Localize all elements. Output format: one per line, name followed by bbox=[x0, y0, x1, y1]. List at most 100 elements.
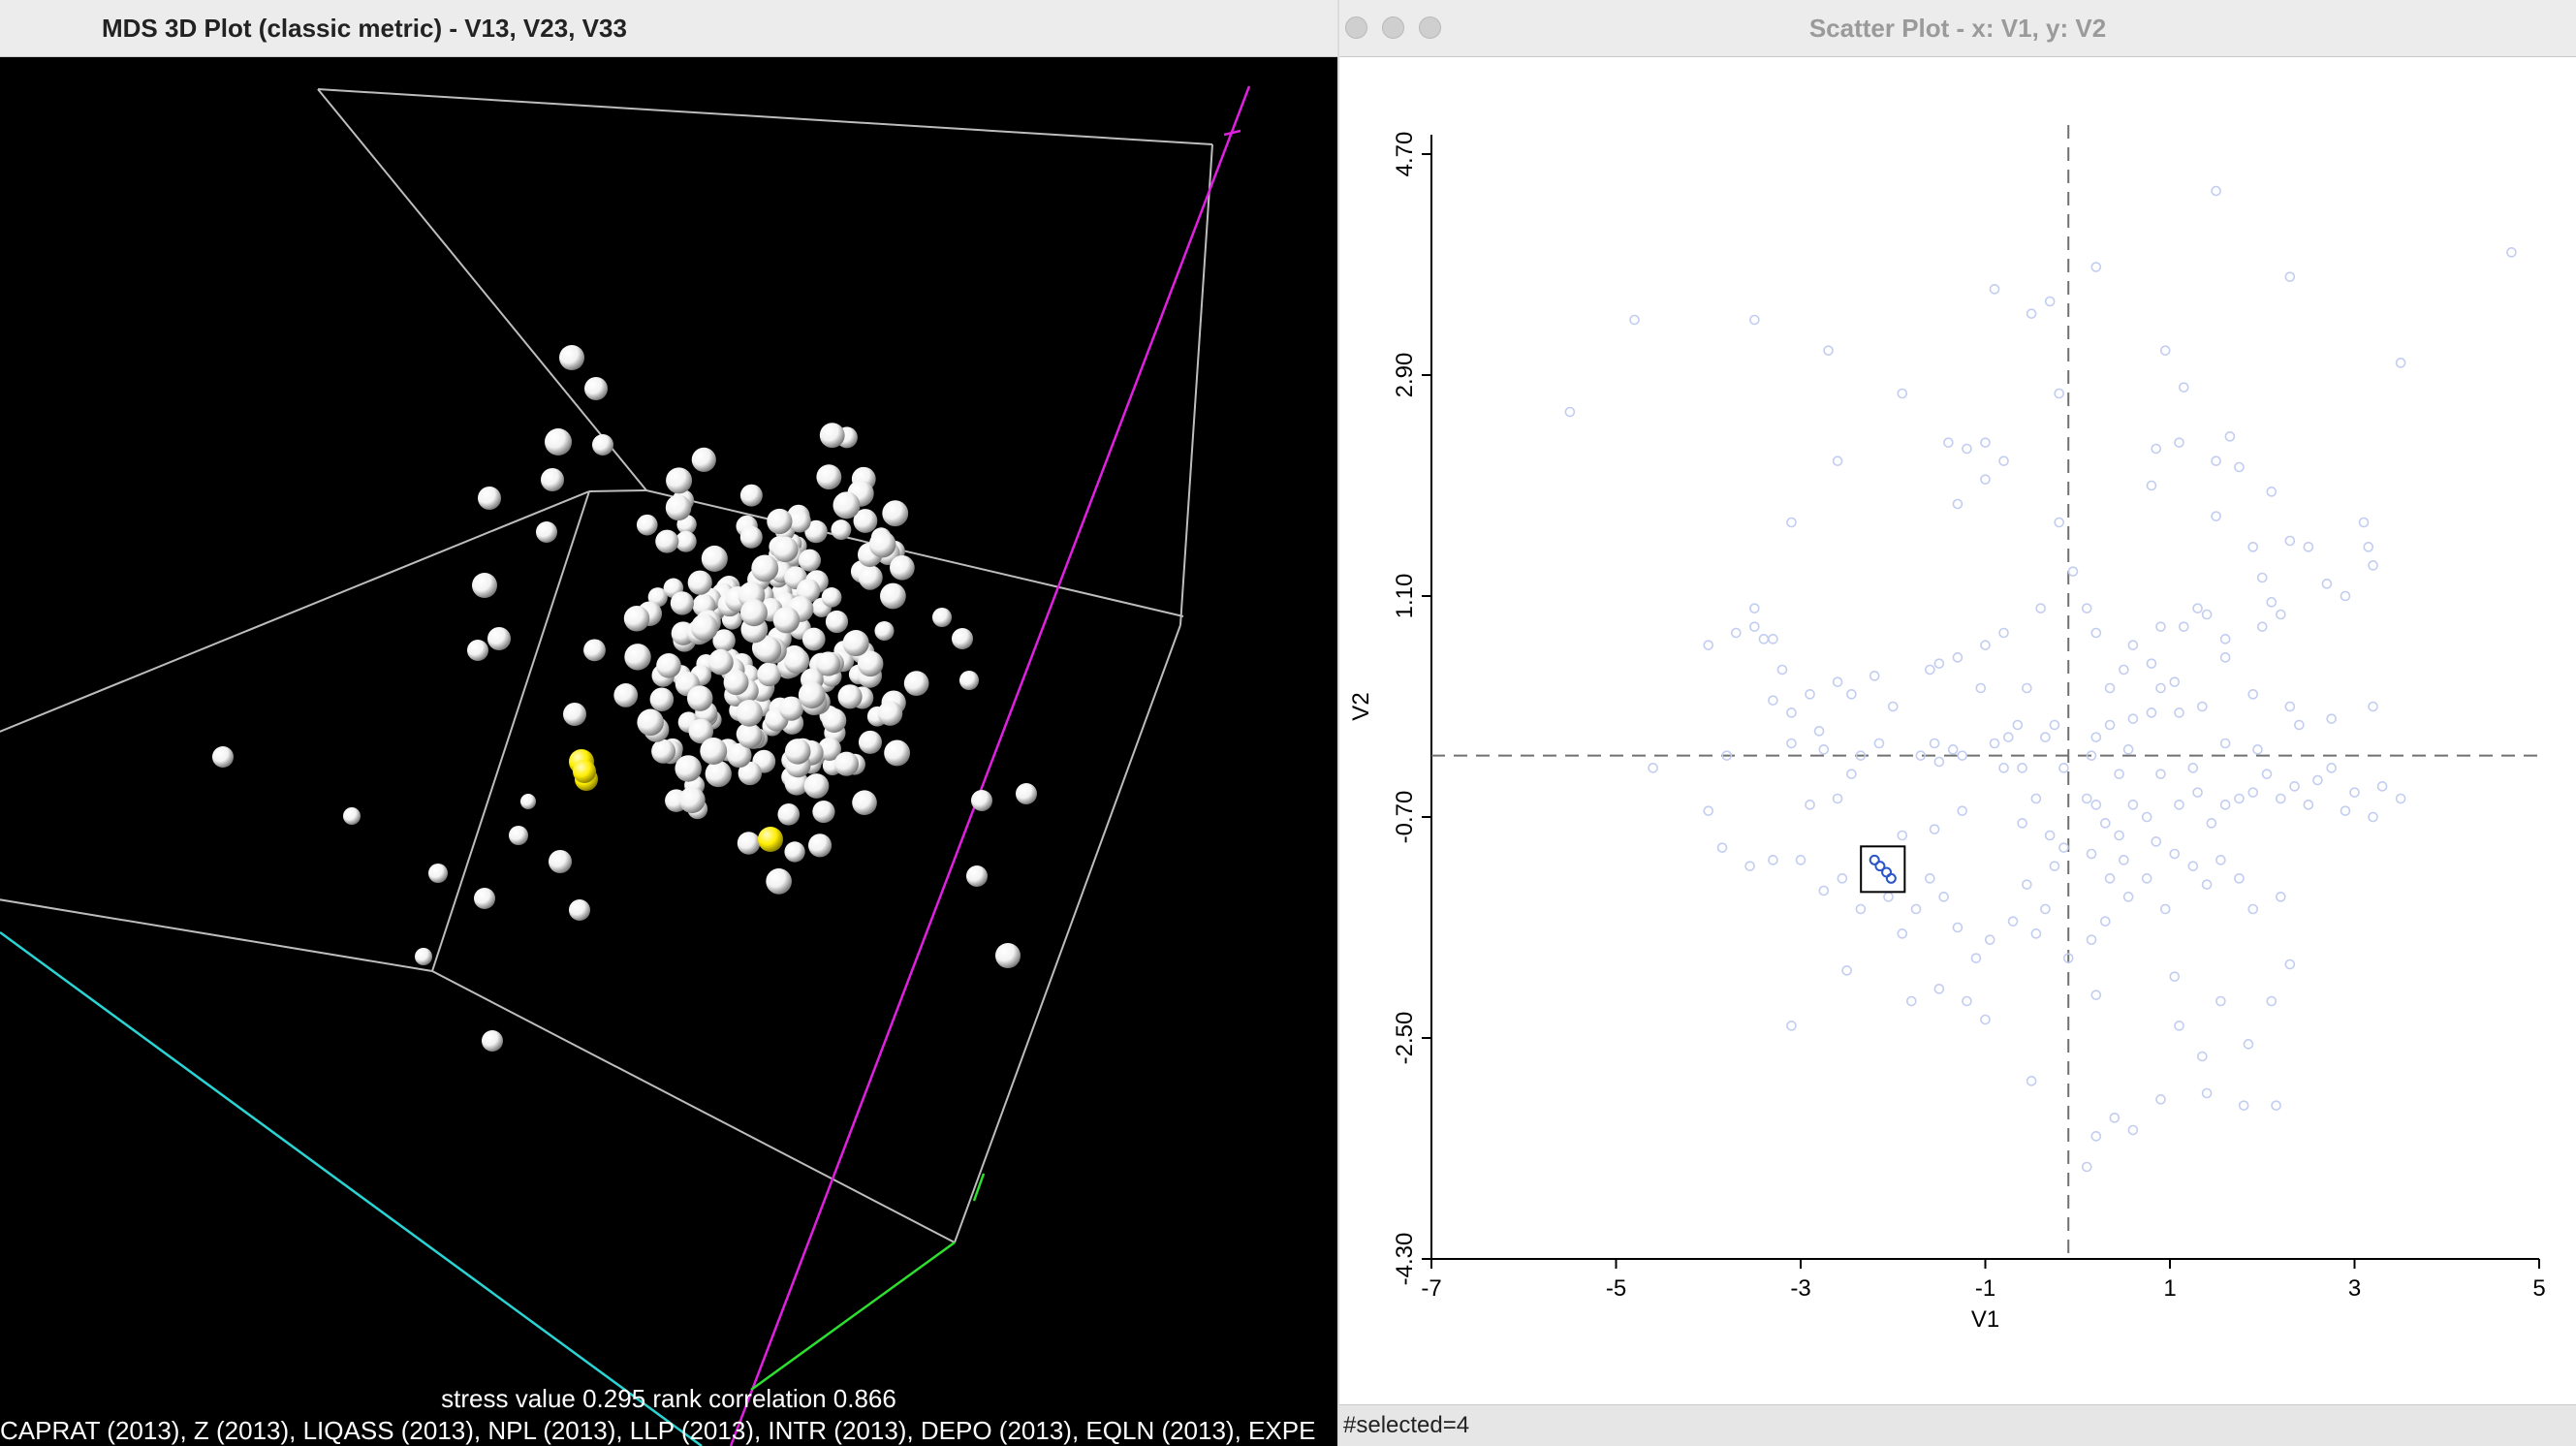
scatter-point[interactable] bbox=[2234, 793, 2245, 804]
scatter-point[interactable] bbox=[2247, 542, 2259, 552]
scatter-point[interactable] bbox=[1915, 750, 1927, 761]
mds-point[interactable] bbox=[701, 545, 728, 572]
scatter-point[interactable] bbox=[2090, 800, 2102, 810]
scatter-point[interactable] bbox=[2155, 769, 2166, 779]
scatter-point[interactable] bbox=[2067, 566, 2079, 577]
scatter-point[interactable] bbox=[2155, 621, 2166, 632]
mds-point[interactable] bbox=[536, 521, 557, 543]
scatter-point[interactable] bbox=[2266, 487, 2278, 497]
scatter-point[interactable] bbox=[1768, 634, 1778, 644]
scatter-point[interactable] bbox=[1970, 953, 1982, 963]
mds-3d-titlebar[interactable]: MDS 3D Plot (classic metric) - V13, V23,… bbox=[0, 0, 1337, 57]
scatter-point[interactable] bbox=[2187, 763, 2199, 773]
scatter-point[interactable] bbox=[2030, 793, 2042, 804]
scatter-point[interactable] bbox=[2146, 480, 2157, 491]
scatter-point[interactable] bbox=[1905, 995, 1917, 1007]
scatter-point[interactable] bbox=[2122, 892, 2134, 902]
mds-point[interactable] bbox=[952, 628, 973, 649]
mds-point[interactable] bbox=[569, 899, 590, 921]
mds-point[interactable] bbox=[686, 685, 713, 711]
mds-point[interactable] bbox=[563, 703, 586, 726]
scatter-point[interactable] bbox=[1716, 842, 1728, 853]
mds-point[interactable] bbox=[971, 790, 992, 811]
scatter-point[interactable] bbox=[2326, 713, 2337, 724]
scatter-point[interactable] bbox=[2275, 892, 2286, 902]
scatter-point[interactable] bbox=[1805, 800, 1815, 810]
scatter-point[interactable] bbox=[1938, 892, 1949, 902]
scatter-point[interactable] bbox=[2155, 682, 2166, 694]
mds-point[interactable] bbox=[784, 739, 811, 765]
scatter-point[interactable] bbox=[2174, 1021, 2184, 1031]
scatter-point[interactable] bbox=[1980, 474, 1991, 485]
scatter-point[interactable] bbox=[1786, 738, 1797, 749]
scatter-point[interactable] bbox=[2395, 793, 2406, 804]
scatter-point[interactable] bbox=[2159, 345, 2171, 356]
scatter-point[interactable] bbox=[2007, 916, 2019, 927]
mds-point[interactable] bbox=[727, 742, 752, 769]
mds-point[interactable] bbox=[688, 718, 714, 744]
scatter-point[interactable] bbox=[1933, 658, 1945, 669]
scatter-point[interactable] bbox=[1952, 498, 1963, 510]
mds-point[interactable] bbox=[509, 826, 528, 845]
scatter-point[interactable] bbox=[1980, 640, 1991, 650]
scatter-point[interactable] bbox=[2127, 800, 2139, 810]
mds-point[interactable] bbox=[959, 671, 979, 690]
scatter-point[interactable] bbox=[2090, 262, 2102, 272]
scatter-point[interactable] bbox=[1832, 456, 1843, 466]
mds-point[interactable] bbox=[472, 573, 497, 598]
scatter-point[interactable] bbox=[2104, 873, 2116, 884]
mds-point[interactable] bbox=[832, 491, 861, 519]
scatter-point[interactable] bbox=[1629, 314, 1640, 326]
scatter-point[interactable] bbox=[2026, 1076, 2037, 1086]
mds-point[interactable] bbox=[966, 865, 988, 887]
scatter-point[interactable] bbox=[1855, 903, 1867, 915]
scatter-point[interactable] bbox=[2127, 1124, 2139, 1136]
scatter-point[interactable] bbox=[2122, 744, 2134, 755]
scatter-point[interactable] bbox=[2247, 787, 2259, 798]
scatter-point[interactable] bbox=[2201, 879, 2213, 890]
scatter-point[interactable] bbox=[1758, 634, 1770, 644]
mds-point[interactable] bbox=[670, 591, 695, 615]
scatter-point[interactable] bbox=[2090, 627, 2102, 639]
scatter-point[interactable] bbox=[1910, 903, 1922, 915]
scatter-point[interactable] bbox=[2174, 707, 2184, 718]
scatter-point[interactable] bbox=[1897, 830, 1908, 841]
scatter-point[interactable] bbox=[1998, 627, 2009, 639]
scatter-point[interactable] bbox=[2062, 953, 2074, 963]
mds-point[interactable] bbox=[819, 423, 845, 449]
mds-point[interactable] bbox=[675, 530, 697, 552]
scatter-point[interactable] bbox=[1795, 855, 1806, 865]
mds-point[interactable] bbox=[691, 447, 716, 472]
mds-point[interactable] bbox=[816, 464, 842, 490]
scatter-point[interactable] bbox=[2224, 431, 2236, 442]
mds-point[interactable] bbox=[415, 948, 432, 965]
mds-point[interactable] bbox=[707, 649, 734, 676]
mds-point[interactable] bbox=[798, 681, 826, 709]
scatter-point[interactable] bbox=[2109, 1113, 2120, 1123]
scatter-point[interactable] bbox=[2169, 848, 2181, 860]
mds-point[interactable] bbox=[613, 683, 639, 707]
mds-point[interactable] bbox=[777, 803, 801, 826]
scatter-point[interactable] bbox=[2395, 358, 2406, 368]
scatter-point[interactable] bbox=[2054, 517, 2065, 528]
mds-point[interactable] bbox=[788, 509, 811, 533]
scatter-point[interactable] bbox=[1744, 861, 1755, 871]
scatter-point[interactable] bbox=[2086, 848, 2097, 860]
scatter-point[interactable] bbox=[1929, 738, 1940, 749]
scatter-point[interactable] bbox=[2100, 916, 2111, 927]
mds-point[interactable] bbox=[723, 670, 749, 696]
scatter-point[interactable] bbox=[1975, 682, 1987, 694]
scatter-point[interactable] bbox=[2321, 579, 2333, 589]
scatter-point[interactable] bbox=[2026, 308, 2037, 319]
scatter-point[interactable] bbox=[2340, 590, 2351, 602]
scatter-point[interactable] bbox=[2054, 388, 2065, 399]
scatter-point[interactable] bbox=[1841, 965, 1852, 976]
scatter-point[interactable] bbox=[1818, 885, 1830, 896]
mds-point[interactable] bbox=[877, 701, 903, 726]
scatter-point[interactable] bbox=[1998, 456, 2009, 466]
scatter-point[interactable] bbox=[2104, 682, 2116, 694]
scatter-point[interactable] bbox=[2284, 959, 2296, 970]
mds-point[interactable] bbox=[592, 434, 613, 456]
scatter-point[interactable] bbox=[1962, 995, 1972, 1007]
scatter-point[interactable] bbox=[2044, 296, 2056, 307]
